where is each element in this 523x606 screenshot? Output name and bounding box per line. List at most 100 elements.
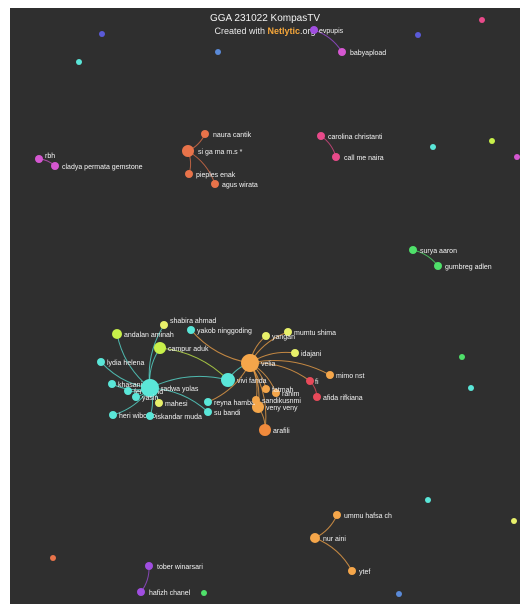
node-circle[interactable] [187, 326, 195, 334]
isolated-node[interactable] [430, 144, 436, 150]
node-circle[interactable] [252, 396, 260, 404]
node-hafizh[interactable]: hafizh chanel [137, 588, 191, 597]
node-circle[interactable] [310, 26, 318, 34]
isolated-node[interactable] [489, 138, 495, 144]
node-pieples[interactable]: pieples enak [185, 170, 236, 179]
isolated-node[interactable] [201, 590, 207, 596]
isolated-node[interactable] [459, 354, 465, 360]
node-circle[interactable] [112, 329, 122, 339]
node-circle[interactable] [154, 342, 166, 354]
isolated-node[interactable] [511, 518, 517, 524]
isolated-node[interactable] [479, 17, 485, 23]
isolated-node[interactable] [514, 154, 520, 160]
node-idajani[interactable]: idajani [291, 349, 322, 358]
node-circle[interactable] [221, 373, 235, 387]
node-carolina[interactable]: carolina christanti [317, 132, 383, 141]
node-mimo[interactable]: mimo nst [326, 371, 364, 380]
node-circle[interactable] [434, 262, 442, 270]
isolated-node[interactable] [215, 49, 221, 55]
node-circle[interactable] [338, 48, 346, 56]
node-yasin[interactable]: yasin [132, 393, 158, 402]
node-mumtu[interactable]: mumtu shima [284, 328, 336, 337]
isolated-node[interactable] [415, 32, 421, 38]
node-circle[interactable] [146, 412, 154, 420]
node-circle[interactable] [313, 393, 321, 401]
node-heri[interactable]: heri wibowo [109, 411, 156, 420]
node-circle[interactable] [132, 393, 140, 401]
node-campur[interactable]: campur aduk [154, 342, 209, 354]
node-mahesi[interactable]: mahesi [155, 399, 188, 408]
node-circle[interactable] [145, 562, 153, 570]
node-tober[interactable]: tober winarsari [145, 562, 203, 571]
isolated-node[interactable] [425, 497, 431, 503]
node-lydia[interactable]: lydia helena [97, 358, 144, 367]
node-yangan[interactable]: yangan [262, 332, 295, 341]
node-circle[interactable] [141, 379, 159, 397]
isolated-node[interactable] [468, 385, 474, 391]
node-circle[interactable] [409, 246, 417, 254]
node-ytef[interactable]: ytef [348, 567, 370, 576]
node-afida[interactable]: afida rifkiana [313, 393, 363, 402]
node-circle[interactable] [291, 349, 299, 357]
node-circle[interactable] [185, 170, 193, 178]
node-vivi[interactable]: vivi fanda [221, 373, 267, 387]
node-circle[interactable] [284, 328, 292, 336]
node-reyna[interactable]: reyna hamba [204, 398, 255, 407]
node-circle[interactable] [272, 389, 280, 397]
isolated-node[interactable] [76, 59, 82, 65]
node-circle[interactable] [306, 377, 314, 385]
node-circle[interactable] [160, 321, 168, 329]
node-circle[interactable] [97, 358, 105, 366]
node-circle[interactable] [137, 588, 145, 596]
node-circle[interactable] [333, 511, 341, 519]
node-khasani[interactable]: khasani [108, 380, 143, 389]
isolated-node[interactable] [99, 31, 105, 37]
network-graph-canvas[interactable]: GGA 231022 KompasTV Created with Netlyti… [10, 8, 520, 604]
node-babyapload[interactable]: babyapload [338, 48, 386, 57]
node-circle[interactable] [108, 380, 116, 388]
isolated-node[interactable] [50, 555, 56, 561]
node-sandikusnmi[interactable]: sandikusnmi [252, 396, 301, 405]
node-circle[interactable] [348, 567, 356, 575]
node-circle[interactable] [317, 132, 325, 140]
node-rahim[interactable]: rahim [272, 389, 300, 398]
node-yakob[interactable]: yakob ninggoding [187, 326, 252, 335]
node-arafli[interactable]: arafili [259, 424, 290, 436]
node-fi[interactable]: fi [306, 377, 319, 386]
node-andalan[interactable]: andalan aminah [112, 329, 174, 339]
node-velia[interactable]: velia [241, 354, 276, 372]
node-iskandar[interactable]: iskandar muda [146, 412, 202, 421]
node-ummu[interactable]: ummu hafsa ch [333, 511, 392, 520]
node-circle[interactable] [182, 145, 194, 157]
node-gumbreg[interactable]: gumbreg adlen [434, 262, 492, 271]
node-circle[interactable] [252, 401, 264, 413]
node-circle[interactable] [124, 387, 132, 395]
node-circle[interactable] [310, 533, 320, 543]
node-circle[interactable] [326, 371, 334, 379]
node-circle[interactable] [262, 385, 270, 393]
node-evpupis[interactable]: evpupis [310, 26, 344, 35]
node-hub1[interactable]: si ga ma m.s * [182, 145, 243, 157]
node-circle[interactable] [155, 399, 163, 407]
node-circle[interactable] [35, 155, 43, 163]
node-callme[interactable]: call me naira [332, 153, 384, 162]
node-circle[interactable] [241, 354, 259, 372]
node-circle[interactable] [259, 424, 271, 436]
netlytic-brand-link[interactable]: Netlytic [267, 26, 301, 36]
node-circle[interactable] [204, 398, 212, 406]
node-circle[interactable] [109, 411, 117, 419]
node-circle[interactable] [201, 130, 209, 138]
node-agus[interactable]: agus wirata [211, 180, 258, 189]
node-fatmah[interactable]: fatmah [262, 385, 294, 394]
node-cladya[interactable]: cladya permata gemstone [51, 162, 143, 171]
node-circle[interactable] [332, 153, 340, 161]
node-circle[interactable] [51, 162, 59, 170]
isolated-node[interactable] [396, 591, 402, 597]
node-nur[interactable]: nur aini [310, 533, 346, 543]
node-surya[interactable]: surya aaron [409, 246, 457, 255]
node-su[interactable]: su bandi [204, 408, 241, 417]
node-radwa[interactable]: radwa yolas [141, 379, 199, 397]
node-naura[interactable]: naura cantik [201, 130, 252, 139]
node-rbh[interactable]: rbh [35, 153, 55, 163]
node-circle[interactable] [262, 332, 270, 340]
